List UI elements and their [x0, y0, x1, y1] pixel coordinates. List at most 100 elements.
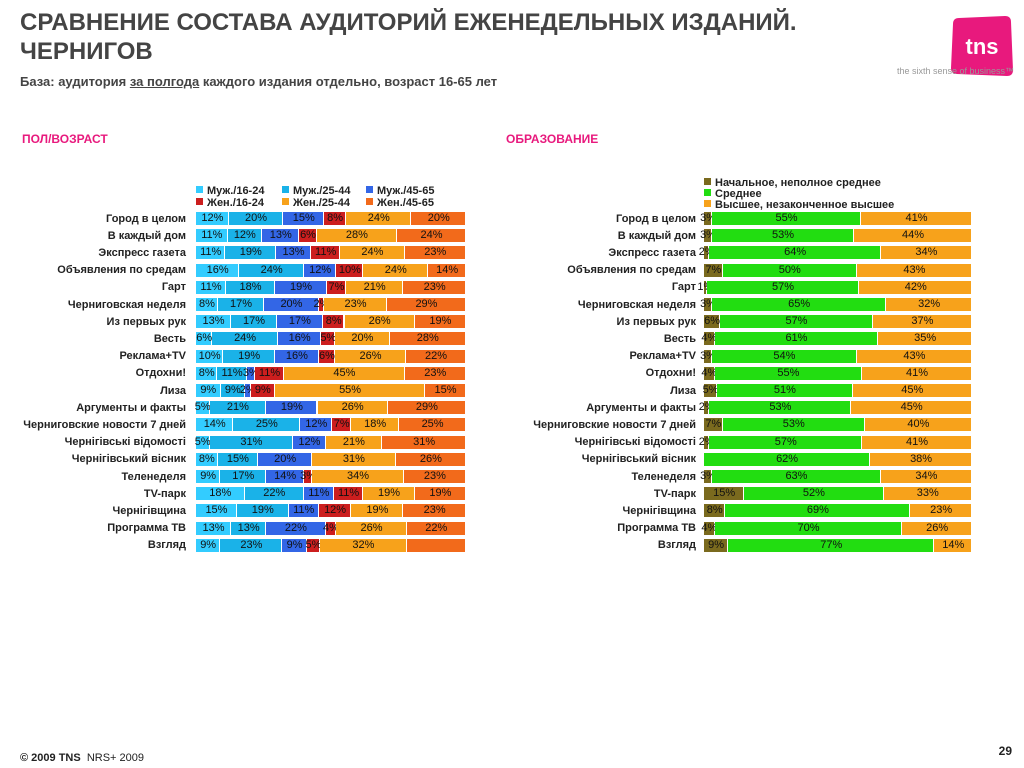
- bar-segment: [728, 538, 935, 552]
- data-label: 26%: [926, 521, 949, 534]
- data-label: 6%: [318, 349, 335, 362]
- data-label: 26%: [360, 521, 383, 534]
- bar-segment: [704, 349, 713, 363]
- bar-segment: [856, 349, 972, 363]
- bar-segment: [262, 229, 300, 243]
- data-label: 7%: [705, 263, 722, 276]
- data-label: 3%: [700, 470, 716, 482]
- data-label: 19%: [238, 349, 261, 362]
- bar-segment: [351, 504, 404, 518]
- category-label: Весть: [153, 332, 186, 345]
- bar-segment: [704, 538, 729, 552]
- legend-label: Начальное, неполное среднее: [715, 177, 881, 189]
- bar-segment: [196, 332, 213, 346]
- legend-swatch: [196, 198, 203, 205]
- bar-segment: [277, 315, 323, 329]
- data-label: 13%: [202, 315, 225, 328]
- bar-segment: [870, 452, 972, 466]
- category-label: Экспресс газета: [608, 246, 696, 259]
- legend-swatch: [282, 186, 289, 193]
- bar-segment: [704, 263, 723, 277]
- bar-segment: [709, 401, 852, 415]
- data-label: 4%: [701, 332, 718, 345]
- bar-segment: [324, 298, 387, 311]
- data-label: 12%: [305, 418, 328, 431]
- bar-segment: [395, 452, 466, 466]
- data-label: 26%: [341, 401, 364, 414]
- data-label: 77%: [820, 538, 843, 551]
- page-number: 29: [998, 744, 1012, 758]
- category-label: Экспресс газета: [98, 246, 186, 259]
- bar-segment: [403, 470, 466, 483]
- bar-segment: [284, 366, 405, 380]
- data-label: 3%: [700, 229, 716, 242]
- bar-segment: [276, 246, 311, 260]
- bar-segment: [223, 349, 276, 363]
- category-label: Гарт: [161, 281, 186, 294]
- data-label: 19%: [366, 504, 389, 517]
- data-label: 3%: [700, 349, 716, 362]
- data-label: 26%: [368, 315, 391, 328]
- bar-segment: [717, 384, 853, 397]
- data-label: 21%: [342, 435, 365, 448]
- data-label: 33%: [916, 487, 939, 500]
- data-label: 25%: [255, 418, 278, 431]
- bar-segment: [335, 349, 406, 363]
- data-label: 34%: [915, 470, 938, 482]
- data-label: 21%: [226, 401, 249, 414]
- legend-item: Среднее: [704, 188, 762, 200]
- data-label: 16%: [206, 263, 229, 276]
- bar-segment: [704, 452, 871, 466]
- bar-segment: [389, 332, 466, 346]
- data-label: 31%: [240, 435, 263, 448]
- bar-segment: [212, 332, 278, 346]
- data-label: 57%: [785, 315, 808, 328]
- category-label: Реклама+TV: [119, 350, 186, 363]
- data-label: 38%: [910, 452, 933, 465]
- bar-segment: [425, 384, 466, 397]
- data-label: 19%: [289, 280, 313, 293]
- bar-segment: [275, 280, 327, 294]
- bar-segment: [325, 521, 337, 535]
- bar-segment: [862, 435, 972, 449]
- bar-segment: [363, 263, 429, 277]
- data-label: 41%: [906, 435, 929, 448]
- category-label: Город в целом: [616, 212, 696, 225]
- bar-segment: [722, 418, 865, 432]
- base-prefix: База: аудитория: [20, 74, 130, 89]
- data-label: 11%: [258, 366, 281, 379]
- category-label: Чернігівщина: [622, 504, 696, 517]
- bar-segment: [351, 418, 400, 432]
- data-label: 7%: [705, 418, 722, 431]
- category-label: Чернігівський вісник: [71, 453, 186, 466]
- bar-segment: [878, 332, 972, 346]
- bar-segment: [196, 280, 226, 294]
- bar-segment: [335, 332, 390, 346]
- data-label: 34%: [346, 470, 370, 482]
- category-label: Из первых рук: [106, 315, 186, 328]
- bar-segment: [386, 298, 466, 311]
- data-label: 51%: [773, 384, 796, 396]
- data-label: 32%: [352, 538, 375, 551]
- data-label: 70%: [797, 521, 820, 534]
- bar-segment: [333, 487, 364, 501]
- bar-segment: [854, 229, 972, 243]
- data-label: 44%: [902, 229, 925, 242]
- category-label: Чернігівські відомості: [64, 436, 186, 449]
- category-label: Программа ТВ: [617, 522, 696, 535]
- data-label: 12%: [309, 263, 332, 276]
- category-label: Программа ТВ: [107, 522, 186, 535]
- bar-segment: [245, 384, 251, 397]
- bar-segment: [704, 435, 710, 449]
- bar-segment: [712, 349, 857, 363]
- bar-segment: [304, 470, 313, 483]
- data-label: 9%: [254, 384, 271, 396]
- bar-segment: [254, 366, 285, 380]
- bar-segment: [266, 521, 326, 535]
- bar-segment: [403, 504, 466, 518]
- data-label: 53%: [769, 401, 792, 414]
- bar-segment: [236, 504, 289, 518]
- bar-segment: [403, 280, 466, 294]
- category-label: Город в целом: [106, 212, 186, 225]
- data-label: 4%: [323, 521, 339, 534]
